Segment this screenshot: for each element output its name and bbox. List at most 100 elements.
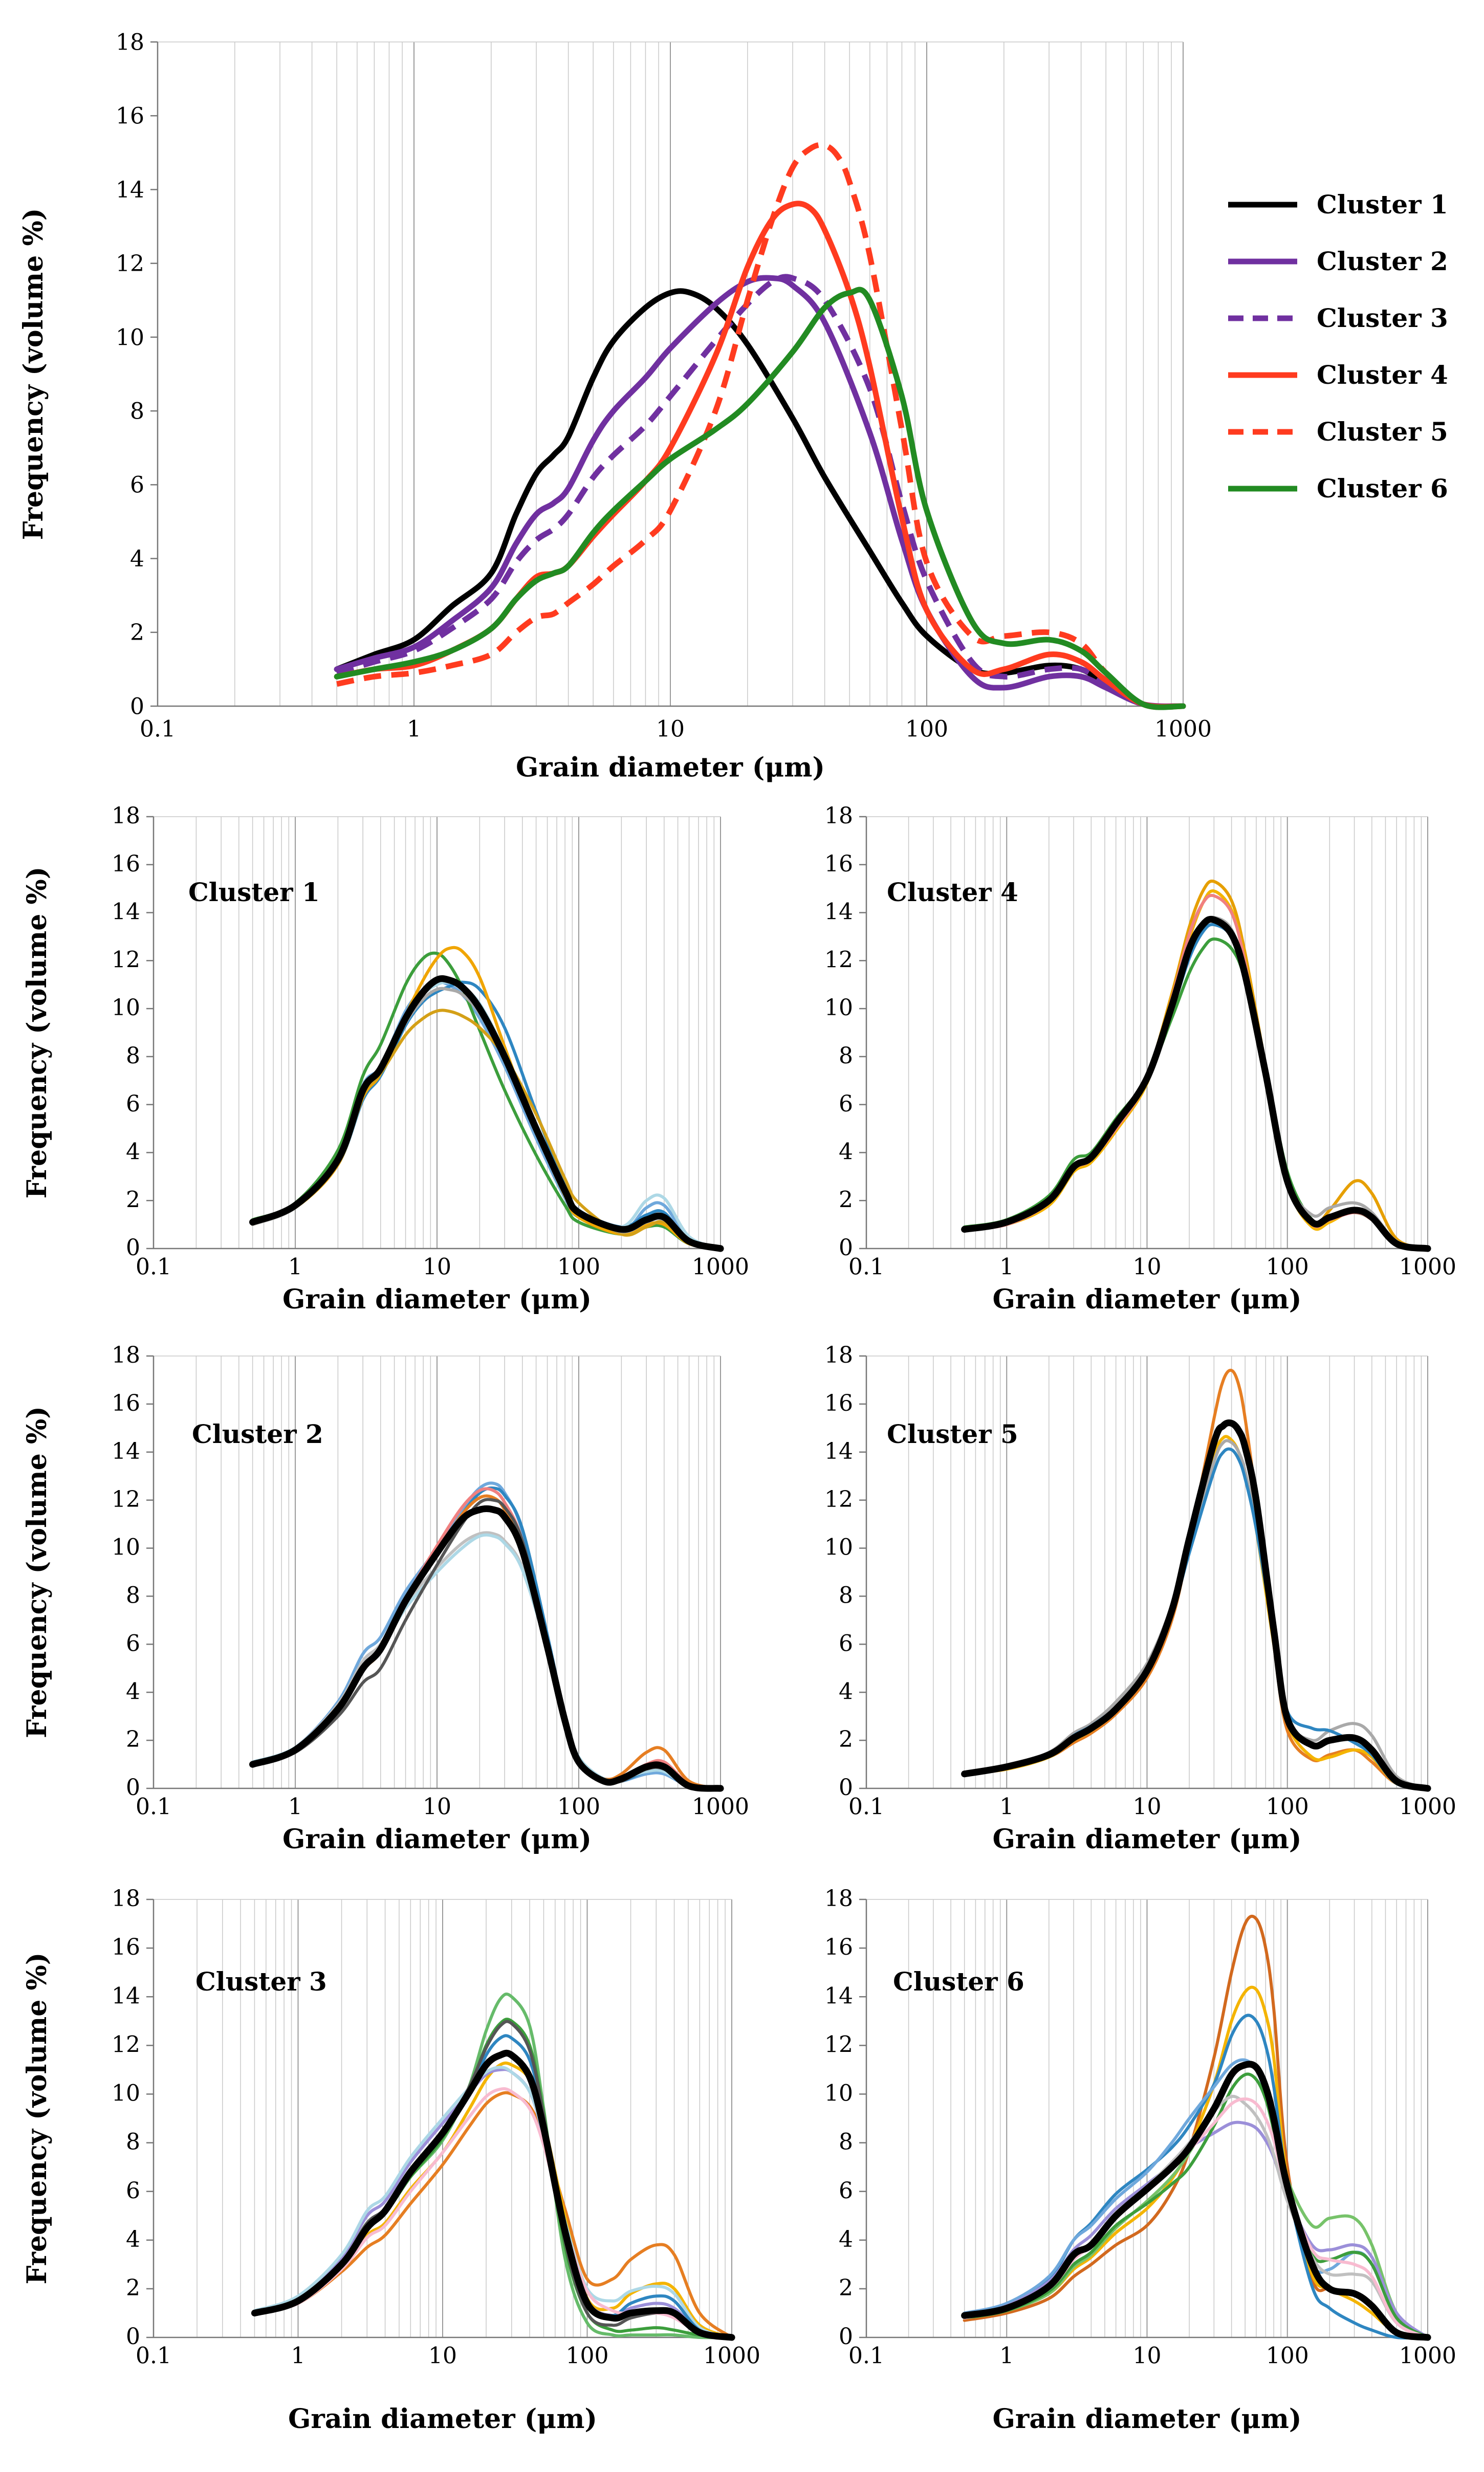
cluster1-y-tick-label: 0 [126, 1235, 140, 1261]
cluster4-x-tick-label: 10 [1133, 1254, 1162, 1280]
cluster1-x-tick-label: 10 [423, 1254, 451, 1280]
main-series-group [334, 142, 1186, 710]
cluster6-x-tick-label: 0.1 [848, 2343, 884, 2369]
cluster4-y-tick-label: 18 [824, 803, 853, 829]
cluster4-y-tick-label: 4 [839, 1139, 853, 1165]
cluster3-series-line-7 [253, 2020, 733, 2339]
main-series-line-cluster-3 [336, 274, 1184, 710]
cluster4-x-tick-label: 1 [999, 1254, 1014, 1280]
cluster1-y-tick-label: 6 [126, 1091, 140, 1117]
cluster6-series-line-6 [963, 2072, 1429, 2339]
cluster4-x-tick-label: 0.1 [848, 1254, 884, 1280]
cluster4-y-tick-label: 10 [824, 995, 853, 1021]
cluster3-y-tick-label: 14 [112, 1983, 140, 2009]
cluster4-y-tick-label: 0 [839, 1235, 853, 1261]
cluster5-x-tick-label: 10 [1133, 1793, 1162, 1820]
cluster6-panel-label: Cluster 6 [893, 1966, 1024, 1997]
cluster5-panel-label: Cluster 5 [887, 1419, 1018, 1449]
cluster3-series-line-5 [253, 2066, 733, 2339]
cluster1-panel-label: Cluster 1 [188, 877, 320, 907]
cluster1-x-tick-label: 100 [557, 1254, 600, 1280]
cluster4-series-line-6 [961, 915, 1431, 1252]
main-y-tick-label: 16 [116, 103, 144, 129]
cluster6-y-tick-label: 8 [839, 2129, 853, 2155]
cluster2-gridlines [146, 1355, 721, 1789]
cluster1-y-tick-label: 8 [126, 1043, 140, 1069]
cluster3-y-tick-label: 2 [126, 2275, 140, 2301]
cluster6-x-tick-label: 1 [999, 2343, 1014, 2369]
cluster4-x-axis-label: Grain diameter (μm) [993, 1284, 1302, 1315]
cluster4-x-tick-label: 100 [1266, 1254, 1309, 1280]
cluster6-y-tick-label: 18 [824, 1886, 853, 1912]
cluster1-y-axis-label: Frequency (volume %) [21, 867, 53, 1199]
main-y-tick-label: 10 [116, 324, 144, 351]
legend-label: Cluster 3 [1317, 303, 1448, 333]
main-y-tick-label: 14 [116, 177, 144, 203]
cluster2-panel-label: Cluster 2 [192, 1419, 323, 1449]
cluster5-x-tick-label: 100 [1266, 1793, 1309, 1820]
cluster2-y-tick-label: 6 [126, 1630, 140, 1656]
main-x-tick-label: 100 [905, 716, 948, 742]
cluster4-series-group [961, 879, 1431, 1252]
cluster6-y-tick-label: 12 [824, 2031, 853, 2058]
cluster6-gridlines [859, 1898, 1428, 2338]
cluster2-y-tick-label: 12 [112, 1486, 140, 1513]
main-y-tick-label: 2 [130, 620, 144, 646]
cluster2-y-tick-label: 10 [112, 1535, 140, 1561]
cluster4-y-tick-label: 12 [824, 947, 853, 973]
cluster3-x-axis-label: Grain diameter (μm) [288, 2403, 597, 2435]
cluster5-y-tick-label: 18 [824, 1342, 853, 1368]
cluster1-y-tick-label: 2 [126, 1187, 140, 1213]
main-legend: Cluster 1 Cluster 2 Cluster 3 Cluster 4 Clus… [1228, 189, 1448, 504]
cluster4-y-tick-label: 6 [839, 1091, 853, 1117]
main-y-axis-label: Frequency (volume %) [18, 208, 49, 540]
legend-label: Cluster 1 [1317, 189, 1448, 220]
main-x-tick-label: 1 [407, 716, 421, 742]
series-layer [249, 142, 1431, 2341]
cluster5-y-tick-label: 4 [839, 1678, 853, 1704]
main-x-tick-label: 1000 [1154, 716, 1212, 742]
cluster6-x-tick-label: 1000 [1399, 2343, 1456, 2369]
cluster4-y-tick-label: 14 [824, 899, 853, 925]
cluster6-y-tick-label: 0 [839, 2324, 853, 2350]
cluster6-series-line-5 [963, 2120, 1429, 2339]
main-y-tick-label: 4 [130, 546, 144, 572]
cluster5-y-tick-label: 16 [824, 1390, 853, 1416]
cluster1-y-tick-label: 12 [112, 947, 140, 973]
cluster5-y-tick-label: 10 [824, 1535, 853, 1561]
cluster5-y-tick-label: 12 [824, 1486, 853, 1513]
cluster5-y-tick-label: 0 [839, 1775, 853, 1801]
cluster1-series-group [249, 946, 724, 1252]
cluster6-y-tick-label: 14 [824, 1983, 853, 2009]
legend-label: Cluster 5 [1317, 417, 1448, 447]
cluster3-y-tick-label: 10 [112, 2081, 140, 2107]
cluster3-series-line-9 [251, 2049, 735, 2341]
cluster3-series-group [251, 1992, 735, 2341]
cluster3-y-tick-label: 6 [126, 2178, 140, 2204]
cluster5-x-tick-label: 0.1 [848, 1793, 884, 1820]
cluster4-y-tick-label: 8 [839, 1043, 853, 1069]
main-x-tick-label: 10 [656, 716, 685, 742]
cluster2-x-axis-label: Grain diameter (μm) [282, 1824, 592, 1855]
cluster2-y-axis-label: Frequency (volume %) [21, 1406, 53, 1738]
cluster2-x-tick-label: 10 [423, 1793, 451, 1820]
cluster1-series-line-7 [249, 975, 724, 1252]
cluster6-y-tick-label: 10 [824, 2081, 853, 2107]
main-y-tick-label: 6 [130, 472, 144, 498]
cluster5-series-group [961, 1368, 1431, 1792]
cluster2-series-line-7 [249, 1505, 724, 1792]
cluster4-y-tick-label: 16 [824, 851, 853, 877]
cluster3-y-tick-label: 8 [126, 2129, 140, 2155]
cluster1-x-axis-label: Grain diameter (μm) [282, 1284, 592, 1315]
cluster5-y-tick-label: 14 [824, 1438, 853, 1464]
main-y-tick-label: 0 [130, 693, 144, 719]
main-y-tick-label: 18 [116, 29, 144, 55]
cluster6-x-axis-label: Grain diameter (μm) [993, 2403, 1302, 2435]
cluster3-x-tick-label: 0.1 [136, 2343, 171, 2369]
cluster3-y-tick-label: 16 [112, 1934, 140, 1960]
cluster6-y-tick-label: 2 [839, 2275, 853, 2301]
main-y-tick-label: 8 [130, 399, 144, 425]
cluster4-panel-label: Cluster 4 [887, 877, 1018, 907]
cluster1-x-tick-label: 1 [288, 1254, 302, 1280]
